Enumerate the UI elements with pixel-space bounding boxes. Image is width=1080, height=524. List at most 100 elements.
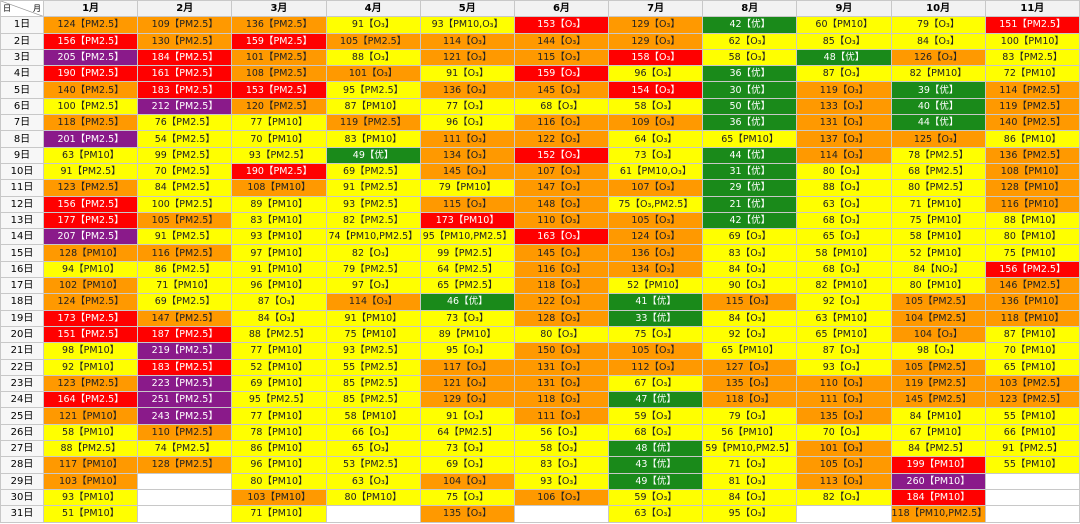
- primary-pollutant: 【PM10】: [924, 459, 970, 471]
- primary-pollutant: 【PM10】: [74, 345, 120, 357]
- primary-pollutant: 【PM10】: [74, 426, 120, 438]
- aqi-cell: 65【PM10】: [702, 342, 798, 360]
- aqi-value: 66: [1003, 426, 1016, 438]
- primary-pollutant: 【PM2.5】: [263, 19, 313, 31]
- aqi-cell: 145【O₃】: [513, 81, 610, 99]
- primary-pollutant: 【O₃】: [740, 263, 771, 275]
- aqi-value: 190: [57, 68, 76, 80]
- aqi-value: 260: [906, 475, 925, 487]
- aqi-value: 63: [62, 149, 75, 161]
- primary-pollutant: 【O₃】: [555, 361, 586, 373]
- aqi-value: 92: [62, 361, 75, 373]
- aqi-value: 114: [443, 35, 462, 47]
- primary-pollutant: 【PM10】: [1015, 247, 1061, 259]
- aqi-cell: 70【PM10】: [231, 130, 327, 148]
- aqi-cell: 33【优】: [608, 309, 704, 327]
- aqi-value: 65: [721, 133, 734, 145]
- primary-pollutant: 【PM2.5】: [75, 19, 124, 31]
- aqi-cell: 124【O₃】: [608, 228, 704, 246]
- aqi-value: 60: [815, 19, 828, 31]
- aqi-value: 101: [819, 443, 838, 455]
- primary-pollutant: 【PM10,O₃】: [443, 19, 503, 31]
- aqi-cell: 84【PM2.5】: [137, 179, 233, 197]
- primary-pollutant: 【O₃】: [834, 35, 866, 47]
- aqi-value: 58: [728, 52, 741, 64]
- aqi-value: 76: [154, 117, 167, 129]
- aqi-cell: 190【PM2.5】: [42, 65, 139, 83]
- aqi-cell: 65【PM10】: [796, 325, 892, 344]
- primary-pollutant: 【PM10】: [1015, 345, 1061, 357]
- primary-pollutant: 【PM10】: [262, 377, 308, 389]
- aqi-cell: 95【PM10,PM2.5】: [419, 228, 515, 246]
- aqi-cell: 121【O₃】: [419, 48, 515, 67]
- aqi-value: 136: [631, 247, 650, 259]
- primary-pollutant: 【O₃】: [458, 410, 489, 422]
- primary-pollutant: 【PM2.5】: [355, 459, 404, 471]
- aqi-value: 79: [438, 182, 451, 194]
- primary-pollutant: 【O₃】: [649, 35, 680, 47]
- day-header: 20日: [0, 325, 44, 344]
- aqi-value: 86: [250, 443, 263, 455]
- aqi-value: 119: [905, 377, 924, 389]
- aqi-value: 63: [351, 475, 364, 487]
- aqi-value: 113: [819, 475, 838, 487]
- aqi-cell: 119【PM2.5】: [890, 374, 986, 393]
- aqi-value: 86: [1003, 133, 1016, 145]
- aqi-cell: 60【PM10】: [796, 16, 892, 34]
- primary-pollutant: 【O₃】: [834, 426, 866, 438]
- aqi-cell: 80【PM10】: [890, 277, 986, 295]
- aqi-cell: 115【O₃】: [513, 48, 610, 67]
- aqi-cell: 84【NO₂】: [890, 260, 986, 279]
- aqi-cell: [137, 472, 233, 490]
- aqi-cell: 114【O₃】: [796, 146, 892, 164]
- primary-pollutant: 【PM10】: [1018, 182, 1064, 194]
- header-row: 月 日 1月 2月 3月 4月 5月 6月 7月 8月 9月 10月 11月: [0, 0, 1080, 18]
- aqi-cell: 91【PM2.5】: [325, 179, 421, 197]
- primary-pollutant: 【PM2.5】: [260, 329, 309, 341]
- aqi-value: 73: [446, 312, 459, 324]
- aqi-value: 96: [446, 117, 459, 129]
- day-row: 23日 123【PM2.5】 223【PM2.5】 69【PM10】 85【PM2.5】…: [0, 374, 1080, 393]
- aqi-value: 91: [446, 68, 459, 80]
- aqi-cell: 145【O₃】: [513, 244, 610, 262]
- aqi-cell: 129【O₃】: [419, 391, 515, 409]
- aqi-cell: 133【O₃】: [796, 97, 892, 116]
- aqi-cell: 59【O₃】: [608, 488, 704, 507]
- aqi-cell: 88【PM2.5】: [231, 325, 327, 344]
- aqi-cell: 79【PM10】: [419, 179, 515, 197]
- primary-pollutant: 【O₃】: [552, 329, 583, 341]
- aqi-cell: 95【PM2.5】: [231, 391, 327, 409]
- day-row: 16日 94【PM10】 86【PM2.5】 91【PM10】 79【PM2.5】 64【…: [0, 260, 1080, 279]
- aqi-value: 93: [62, 492, 75, 504]
- aqi-value: 95: [446, 345, 459, 357]
- aqi-value: 117: [443, 361, 462, 373]
- aqi-value: 104: [443, 475, 462, 487]
- aqi-value: 93: [250, 231, 263, 243]
- aqi-value: 156: [57, 198, 76, 210]
- primary-pollutant: 【PM2.5】: [75, 296, 124, 308]
- aqi-value: 125: [913, 133, 933, 145]
- aqi-cell: 79【PM2.5】: [325, 260, 421, 279]
- aqi-cell: 108【PM10】: [231, 179, 327, 197]
- aqi-value: 122: [537, 133, 556, 145]
- day-header: 1日: [0, 16, 44, 34]
- aqi-cell: 136【PM2.5】: [231, 16, 327, 34]
- primary-pollutant: 【PM10】: [1015, 231, 1061, 243]
- aqi-cell: 106【O₃】: [513, 488, 610, 507]
- aqi-value: 251: [151, 394, 170, 406]
- primary-pollutant: 【PM10】: [921, 426, 967, 438]
- primary-pollutant: 【PM2.5】: [1017, 19, 1066, 31]
- aqi-value: 52: [250, 361, 263, 373]
- aqi-value: 117: [59, 459, 78, 471]
- primary-pollutant: 【O₃】: [461, 198, 492, 210]
- aqi-cell: 71【PM10】: [137, 277, 233, 295]
- primary-pollutant: 【O₃】: [458, 117, 489, 129]
- aqi-cell: 201【PM2.5】: [42, 130, 139, 148]
- primary-pollutant: 【PM2.5】: [169, 247, 218, 259]
- primary-pollutant: 【O₃】: [555, 52, 586, 64]
- primary-pollutant: 【PM2.5】: [263, 166, 313, 178]
- aqi-value: 58: [815, 247, 828, 259]
- primary-pollutant: 【O₃】: [834, 68, 866, 80]
- primary-pollutant: 【PM10,PM2.5】: [340, 231, 418, 243]
- aqi-value: 153: [245, 84, 264, 96]
